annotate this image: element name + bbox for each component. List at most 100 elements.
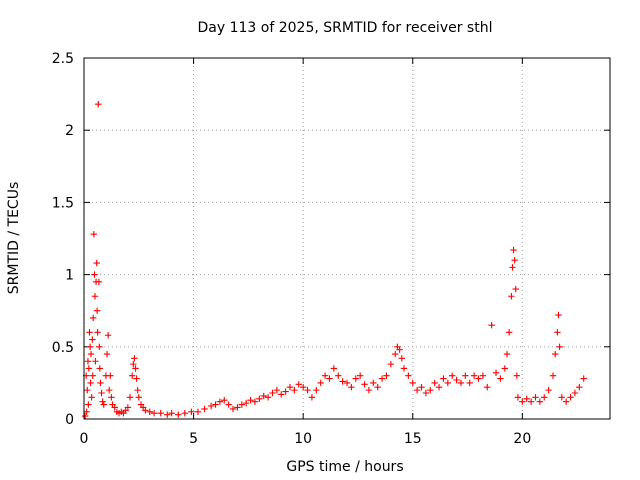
- data-point: [580, 375, 587, 382]
- data-point: [409, 379, 416, 387]
- data-point: [164, 411, 171, 418]
- data-point: [157, 410, 164, 417]
- data-point: [103, 350, 111, 358]
- data-point: [511, 256, 518, 264]
- data-point: [348, 384, 355, 391]
- data-point: [260, 392, 267, 400]
- x-tick-label: 15: [404, 431, 422, 447]
- y-tick-label: 1: [65, 268, 74, 284]
- data-point: [286, 384, 294, 391]
- data-point: [435, 384, 443, 391]
- data-point: [216, 398, 224, 405]
- x-tick-label: 10: [294, 431, 312, 447]
- data-point: [361, 381, 368, 388]
- data-point: [508, 293, 515, 300]
- data-point: [142, 407, 149, 414]
- data-point: [207, 402, 215, 410]
- data-point: [85, 401, 92, 408]
- data-point: [107, 372, 114, 379]
- data-point: [330, 365, 338, 372]
- data-point: [81, 412, 89, 420]
- data-point: [104, 332, 112, 339]
- axis-ticks: 0 5 10 15 20 0 0.5 1 1.5 2 2.5: [52, 51, 610, 447]
- data-point: [188, 408, 195, 415]
- data-point: [87, 350, 95, 358]
- data-point: [554, 329, 561, 336]
- data-point: [96, 343, 103, 350]
- data-point: [567, 394, 574, 401]
- data-point: [505, 329, 513, 336]
- data-point: [90, 230, 98, 238]
- data-point: [365, 386, 373, 394]
- data-point: [299, 384, 307, 391]
- data-point: [99, 398, 106, 405]
- data-point: [552, 350, 559, 358]
- data-point: [90, 314, 97, 322]
- data-point: [124, 404, 132, 411]
- data-point: [509, 264, 516, 271]
- data-point: [251, 398, 259, 405]
- data-point: [247, 397, 254, 404]
- data-point: [256, 395, 263, 402]
- data-point: [146, 408, 153, 415]
- data-point: [96, 365, 103, 372]
- y-tick-label: 0.5: [52, 340, 74, 356]
- data-point: [453, 376, 460, 384]
- chart-title: Day 113 of 2025, SRMTID for receiver sth…: [198, 20, 493, 36]
- data-point: [278, 391, 285, 398]
- data-point: [175, 411, 182, 418]
- x-tick-label: 0: [80, 431, 89, 447]
- data-point: [194, 408, 202, 415]
- data-point: [129, 372, 136, 379]
- data-point: [87, 379, 94, 387]
- data-point: [556, 343, 563, 350]
- data-point: [400, 365, 408, 372]
- data-point: [545, 386, 552, 394]
- data-point: [383, 372, 390, 379]
- data-point: [326, 375, 333, 382]
- data-point: [89, 336, 96, 343]
- data-point: [431, 379, 438, 387]
- data-point: [462, 372, 469, 379]
- data-point: [488, 321, 495, 329]
- data-point: [321, 372, 329, 379]
- data-point: [134, 386, 141, 394]
- data-point: [497, 375, 504, 382]
- data-point: [212, 401, 219, 408]
- data-point: [291, 386, 298, 394]
- data-point: [242, 399, 250, 407]
- data-point: [308, 394, 316, 401]
- data-point: [514, 394, 522, 401]
- data-point: [398, 355, 405, 362]
- x-tick-label: 5: [189, 431, 198, 447]
- data-point: [201, 405, 208, 413]
- data-point: [295, 381, 302, 388]
- x-tick-label: 20: [513, 431, 531, 447]
- data-point: [374, 384, 381, 391]
- data-point: [93, 259, 100, 267]
- data-point: [449, 372, 456, 379]
- data-point: [85, 365, 93, 372]
- data-point: [576, 384, 583, 391]
- data-point: [444, 379, 452, 387]
- data-point: [221, 397, 228, 404]
- data-point: [88, 394, 95, 401]
- data-point: [418, 384, 425, 391]
- data-point: [273, 386, 281, 394]
- data-point: [396, 346, 403, 353]
- data-point: [536, 398, 544, 405]
- data-point: [84, 386, 91, 394]
- data-point: [503, 350, 511, 358]
- data-point: [130, 360, 137, 368]
- data-point: [133, 375, 140, 382]
- data-point: [97, 379, 104, 387]
- data-point: [519, 398, 526, 405]
- data-point: [339, 378, 346, 385]
- data-point: [131, 355, 138, 362]
- data-point: [234, 404, 241, 411]
- data-point: [492, 369, 500, 376]
- data-point: [523, 395, 530, 402]
- data-point: [387, 360, 395, 368]
- data-point: [229, 405, 237, 413]
